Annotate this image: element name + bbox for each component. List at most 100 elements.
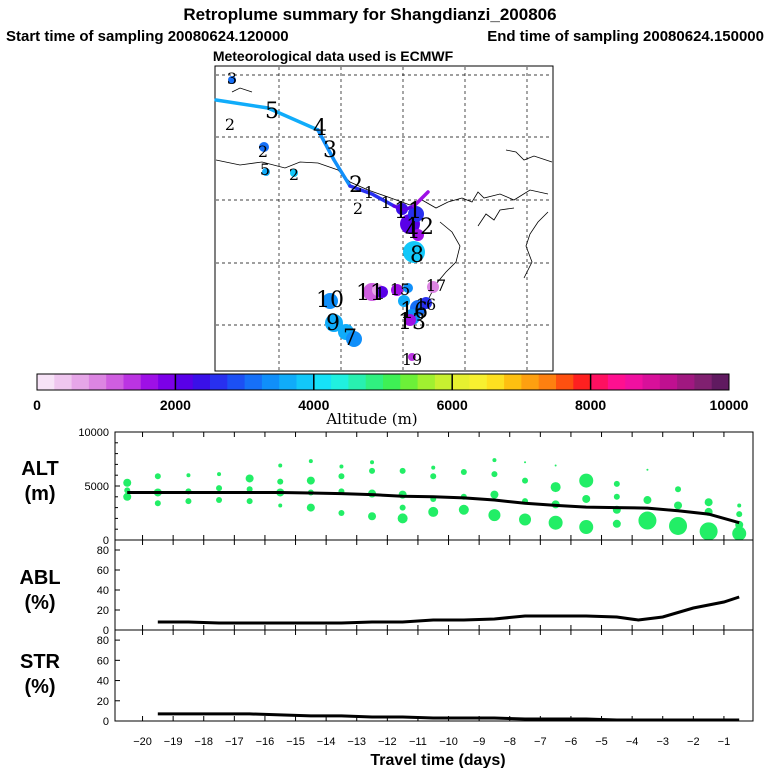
x-tick-label: −9 — [473, 736, 486, 748]
colorbar-label: Altitude (m) — [325, 410, 417, 428]
plume-point — [643, 496, 652, 505]
plume-cluster — [420, 297, 432, 309]
trajectory-label: 17 — [426, 276, 446, 295]
panel-unit: (m) — [24, 483, 55, 505]
colorbar-swatch — [504, 374, 522, 390]
x-tick-label: −7 — [534, 736, 547, 748]
trajectory-label: 11 — [394, 199, 422, 224]
colorbar-swatch — [694, 374, 713, 390]
plume-point — [306, 503, 315, 512]
plume-cluster — [398, 295, 410, 307]
x-axis-label: Travel time (days) — [370, 752, 505, 768]
met-data-label: Meteorological data used is ECMWF — [213, 48, 454, 64]
plume-cluster — [346, 331, 362, 347]
plume-point — [524, 461, 527, 464]
plume-point — [399, 467, 406, 474]
colorbar-swatch — [331, 374, 349, 390]
colorbar-swatch — [434, 374, 453, 390]
colorbar-swatch — [106, 374, 124, 390]
plume-clusters — [228, 76, 439, 361]
colorbar-tick-label: 8000 — [575, 397, 606, 413]
plume-point — [399, 504, 406, 511]
y-tick-label: 0 — [103, 625, 109, 637]
colorbar-swatch — [313, 374, 332, 390]
colorbar-swatch — [348, 374, 367, 390]
colorbar-swatch — [417, 374, 436, 390]
colorbar-swatch — [590, 374, 609, 390]
median-trajectory-segment — [392, 204, 416, 212]
colorbar-swatch — [469, 374, 488, 390]
map-frame — [214, 65, 554, 372]
plume-point — [186, 473, 191, 478]
trajectory-label: 2 — [258, 142, 268, 161]
x-tick-label: −1 — [718, 736, 731, 748]
colorbar-swatch — [486, 374, 505, 390]
plume-point — [488, 509, 501, 522]
trajectory-label: 7 — [343, 326, 357, 351]
colorbar-frame — [36, 373, 730, 391]
plume-cluster — [290, 169, 298, 177]
colorbar-swatch — [711, 374, 730, 390]
plume-point — [216, 485, 223, 492]
plume-cluster — [408, 206, 424, 222]
trajectory-label: 5 — [260, 160, 270, 179]
plume-point — [216, 497, 223, 504]
start-time-label: Start time of sampling 20080624.120000 — [6, 28, 289, 45]
trajectory-label: 4 — [313, 116, 327, 141]
y-tick-label: 5000 — [85, 481, 109, 493]
trajectory-label: 16 — [400, 299, 428, 324]
map-coastline — [505, 149, 553, 163]
colorbar-swatch — [642, 374, 661, 390]
colorbar-swatch — [71, 374, 90, 390]
trajectory-label: 19 — [402, 350, 422, 369]
abl-panel: 80 60 40 20 0 ABL (%) — [19, 539, 754, 637]
y-tick-label: 20 — [97, 696, 109, 708]
colorbar-swatch — [625, 374, 643, 390]
plume-point — [699, 522, 718, 541]
plume-point — [245, 474, 254, 483]
plume-point — [737, 503, 742, 508]
x-tick-label: −16 — [256, 736, 275, 748]
x-tick-label: −13 — [347, 736, 366, 748]
median-trajectory-segment — [316, 128, 352, 188]
plume-cluster — [259, 142, 269, 152]
colorbar-swatch — [452, 374, 470, 390]
trajectory-label: 12 — [406, 215, 434, 240]
colorbar-swatch — [573, 374, 592, 390]
plume-point — [519, 513, 532, 526]
trajectory-label: 15 — [390, 280, 410, 299]
colorbar-swatch — [192, 374, 211, 390]
x-tick-label: −2 — [687, 736, 700, 748]
x-tick-label: −6 — [565, 736, 578, 748]
plume-point — [675, 486, 682, 493]
colorbar-swatch — [123, 374, 142, 390]
y-tick-label: 80 — [97, 635, 109, 647]
median-trajectory — [214, 98, 430, 212]
median-trajectory-segment — [214, 98, 320, 132]
plume-cluster — [322, 293, 338, 309]
trajectory-label: 11 — [356, 281, 384, 306]
plume-point — [338, 473, 345, 480]
colorbar-swatch — [210, 374, 228, 390]
colorbar-swatch — [365, 374, 384, 390]
colorbar-swatch — [677, 374, 695, 390]
trajectory-label: 1 — [375, 284, 385, 303]
plume-point — [612, 519, 621, 528]
plume-point — [397, 513, 408, 524]
plume-point — [548, 515, 563, 530]
colorbar-swatch — [37, 374, 55, 390]
plume-point — [490, 490, 499, 499]
colorbar-swatch — [158, 374, 176, 390]
plume-point — [669, 516, 688, 535]
trajectory-label: 2 — [225, 115, 235, 134]
plume-cluster — [427, 281, 439, 293]
plume-point — [185, 498, 192, 505]
colorbar-swatch — [400, 374, 419, 390]
colorbar-tick-label: 4000 — [298, 397, 329, 413]
median-trajectory-segment — [348, 184, 396, 208]
plume-point — [123, 492, 132, 501]
plume-point — [638, 511, 657, 530]
